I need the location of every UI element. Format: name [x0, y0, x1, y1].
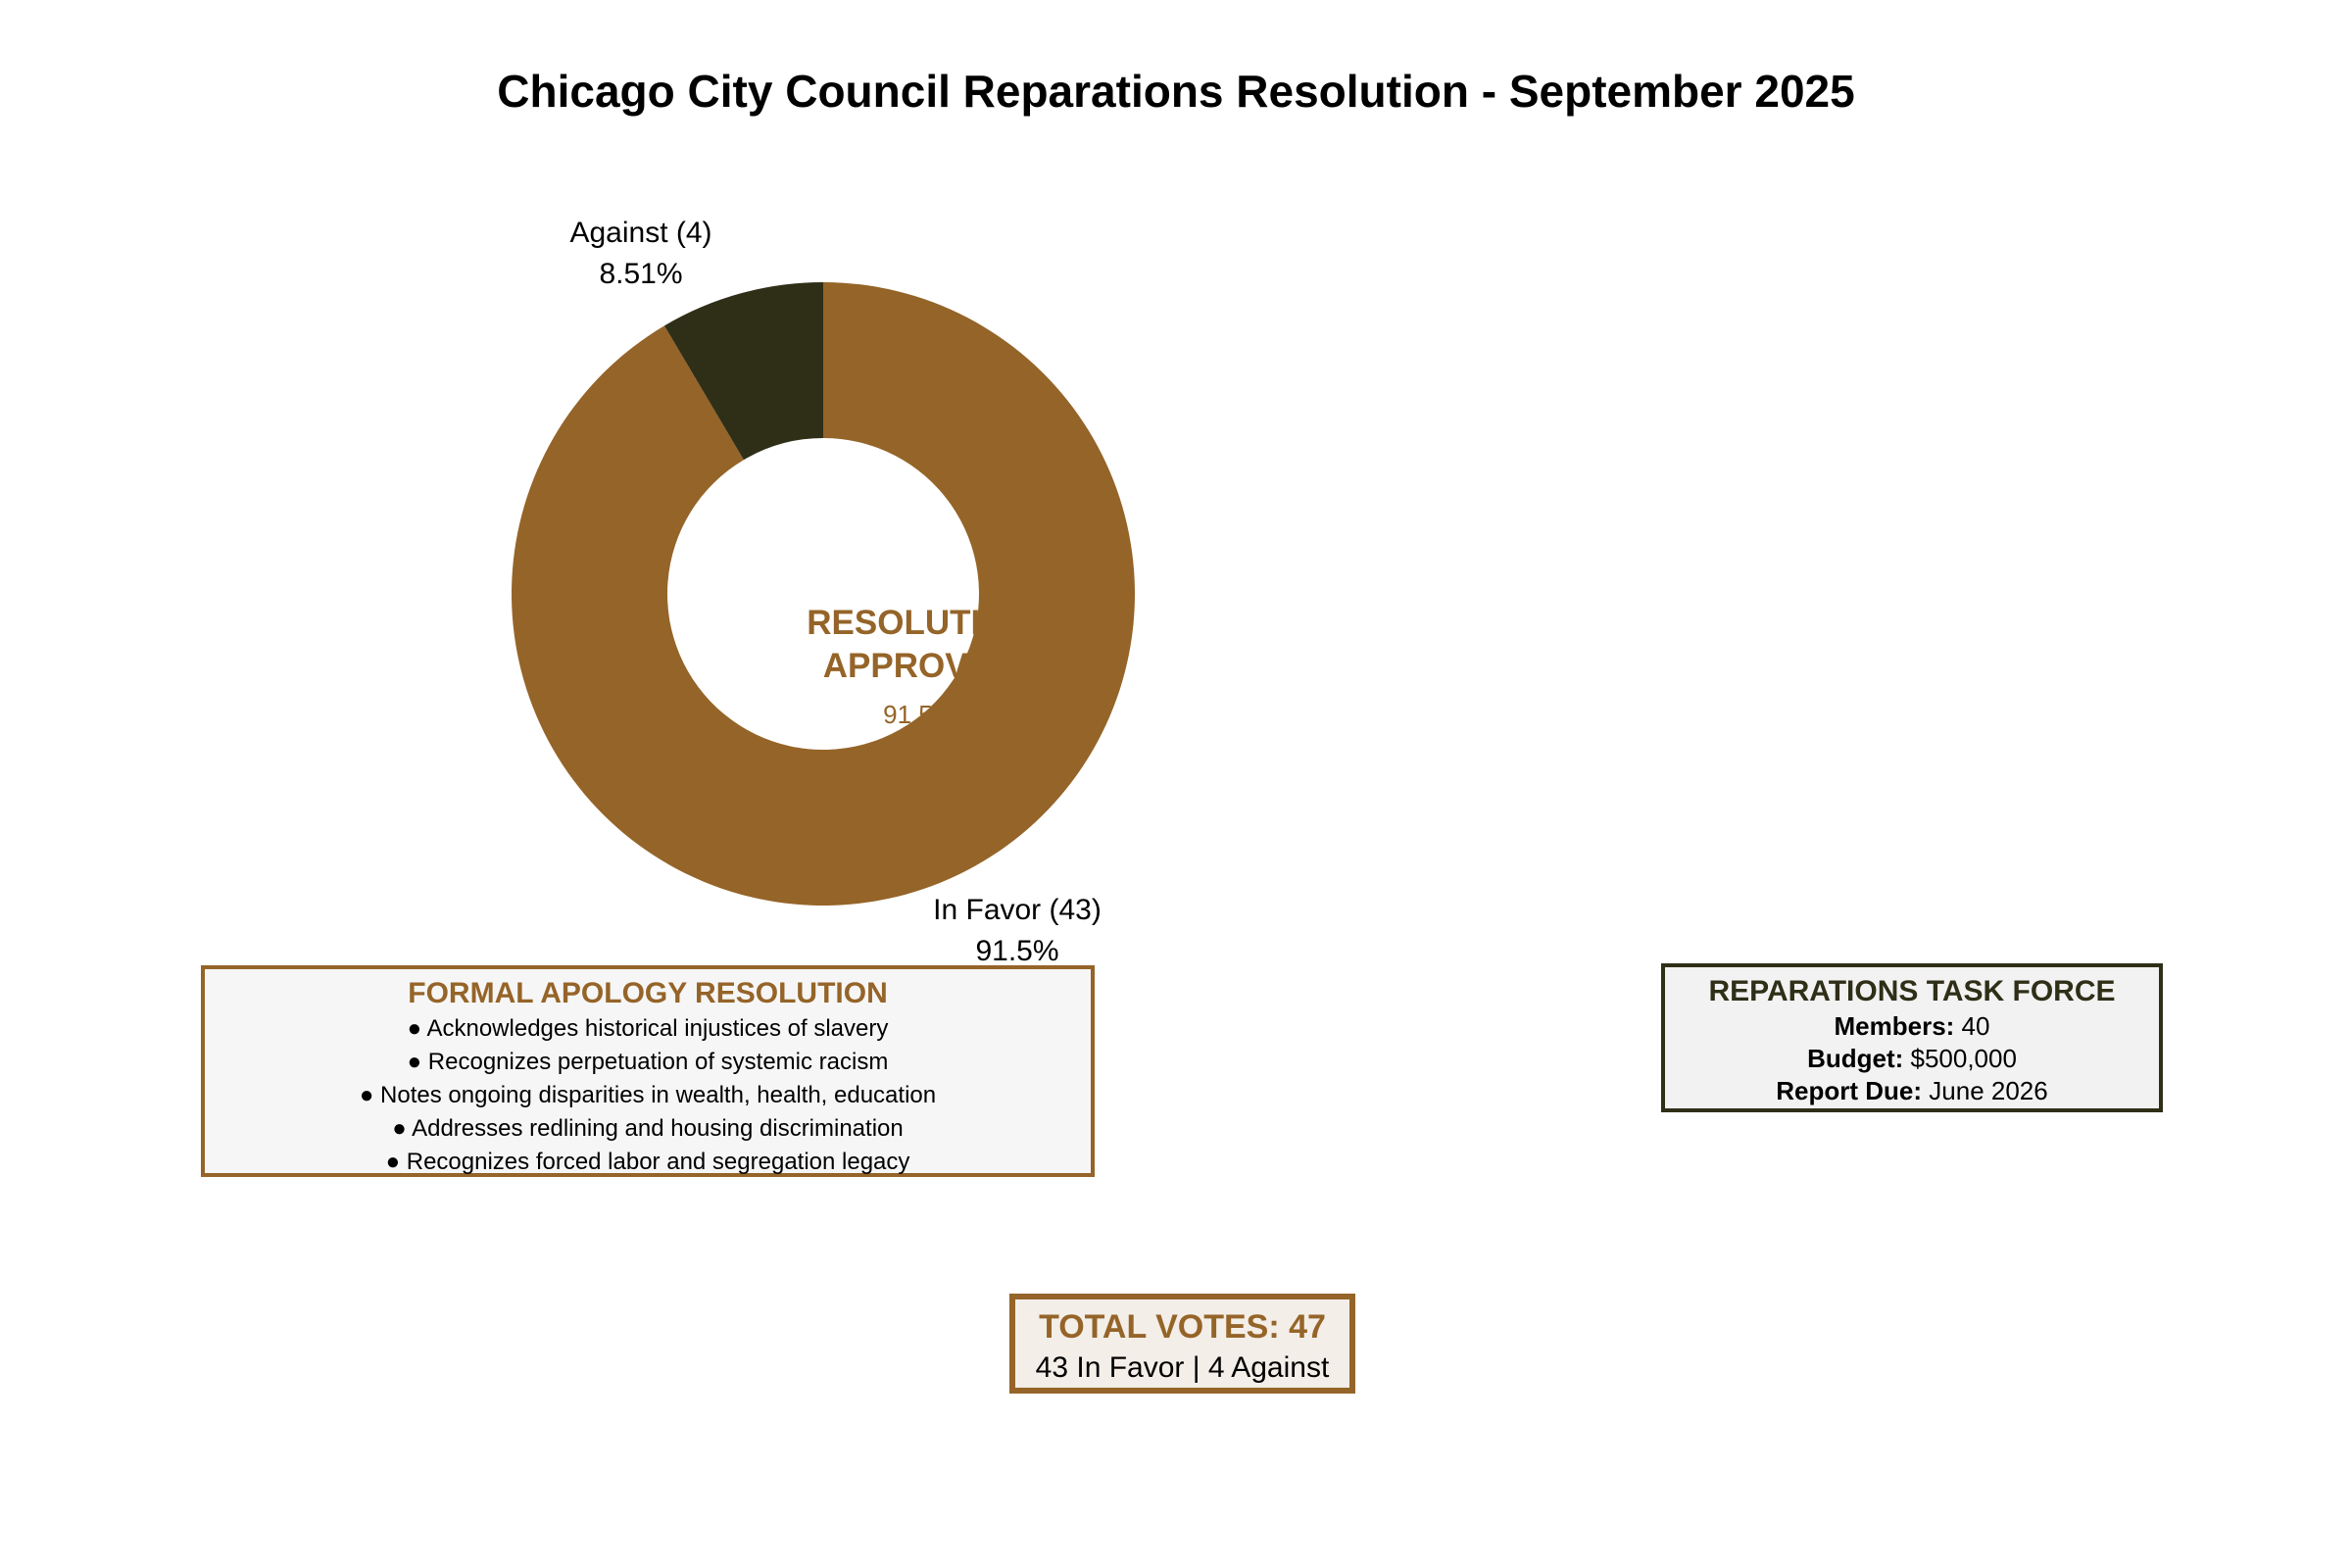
total-votes-title: TOTAL VOTES: 47 [1039, 1308, 1326, 1346]
budget-value: $500,000 [1903, 1044, 2017, 1073]
label-in-favor: In Favor (43) 91.5% [933, 890, 1102, 972]
task-force-box: REPARATIONS TASK FORCE Members: 40 Budge… [1661, 963, 2163, 1112]
members-value: 40 [1954, 1011, 1990, 1041]
total-votes-breakdown: 43 In Favor | 4 Against [1035, 1351, 1330, 1384]
label-in-favor-category: In Favor (43) [933, 894, 1102, 926]
total-votes-box: TOTAL VOTES: 47 43 In Favor | 4 Against [1009, 1294, 1355, 1394]
task-force-members: Members: 40 [1665, 1010, 2159, 1043]
due-value: June 2026 [1922, 1076, 2048, 1105]
budget-label: Budget: [1807, 1044, 1904, 1073]
apology-item: ● Notes ongoing disparities in wealth, h… [359, 1082, 937, 1108]
wedge-against [663, 282, 823, 461]
task-force-budget: Budget: $500,000 [1665, 1043, 2159, 1075]
wedge-in-favor [512, 282, 1136, 906]
apology-item: ● Recognizes forced labor and segregatio… [385, 1149, 910, 1175]
label-against: Against (4) 8.51% [569, 213, 711, 295]
members-label: Members: [1834, 1011, 1955, 1041]
apology-item: ● Acknowledges historical injustices of … [407, 1015, 889, 1042]
apology-item: ● Addresses redlining and housing discri… [392, 1115, 904, 1142]
task-force-due: Report Due: June 2026 [1665, 1075, 2159, 1107]
chart-title: Chicago City Council Reparations Resolut… [497, 66, 1855, 117]
apology-title: FORMAL APOLOGY RESOLUTION [408, 977, 888, 1009]
formal-apology-box: FORMAL APOLOGY RESOLUTION ● Acknowledges… [201, 965, 1095, 1177]
label-in-favor-percent: 91.5% [975, 935, 1059, 967]
label-against-percent: 8.51% [599, 258, 683, 290]
apology-item: ● Recognizes perpetuation of systemic ra… [407, 1049, 889, 1075]
label-against-category: Against (4) [569, 217, 712, 249]
due-label: Report Due: [1776, 1076, 1923, 1105]
task-force-title: REPARATIONS TASK FORCE [1708, 975, 2116, 1007]
